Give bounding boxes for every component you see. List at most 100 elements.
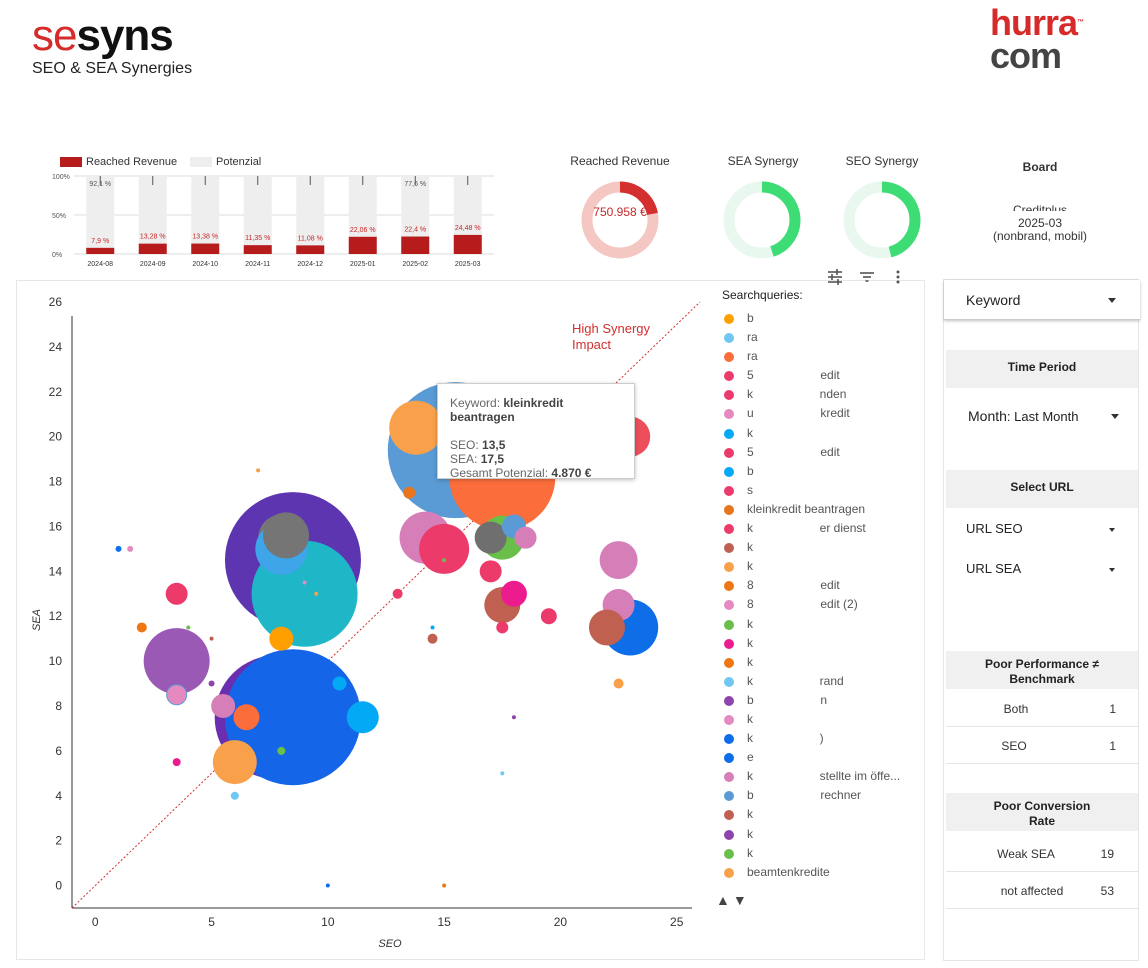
legend-item[interactable]: k [722,845,912,864]
legend-item[interactable]: k [722,826,912,845]
bubble-point[interactable] [474,521,507,554]
bubble-point[interactable] [143,628,210,695]
legend-prev-icon[interactable]: ▲ [716,892,730,908]
bubble-point[interactable] [262,512,309,559]
legend-item[interactable]: k [722,558,912,577]
legend-label: k [747,559,753,574]
bubble-point[interactable] [277,746,286,755]
legend-item[interactable]: k rand [722,673,912,692]
legend-item[interactable]: b [722,310,912,329]
searchqueries-legend: Searchqueries: b ra ra 5 edit k nden u kredit… [722,288,912,888]
bubble-point[interactable] [136,622,147,633]
potential-bar [138,176,167,254]
legend-item[interactable]: k [722,654,912,673]
bubble-point[interactable] [613,678,624,689]
legend-item[interactable]: k nden [722,386,912,405]
bubble-point[interactable] [165,582,188,605]
bubble-point[interactable] [233,704,260,731]
bubble-point[interactable] [514,526,537,549]
legend-label: b n [747,692,828,707]
bubble-point[interactable] [325,883,330,888]
bubble-point[interactable] [172,758,181,767]
legend-item[interactable]: k [722,539,912,558]
legend-dot [724,390,734,401]
bubble-point[interactable] [389,400,444,455]
legend-item[interactable]: ra [722,348,912,367]
legend-item[interactable]: k ) [722,730,912,749]
bubble-point[interactable] [212,740,257,785]
legend-item[interactable]: k stellte im öffe... [722,768,912,787]
reached-data-label: 7,9 % [91,238,109,245]
filter-icon[interactable] [858,268,876,286]
x-tick-label: 2025-03 [455,261,481,268]
legend-item[interactable]: k [722,616,912,635]
legend-dot [724,314,734,324]
bubble-point[interactable] [442,558,447,563]
bubble-point[interactable] [230,791,239,800]
legend-item[interactable]: 5 edit [722,444,912,463]
bubble-point[interactable] [511,715,516,720]
legend-item[interactable]: 5 edit [722,367,912,386]
legend-item[interactable]: u kredit [722,405,912,424]
legend-item[interactable]: b [722,463,912,482]
bubble-point[interactable] [256,468,261,473]
bubble-point[interactable] [540,608,557,625]
bubble-point[interactable] [419,523,470,574]
bubble-point[interactable] [430,625,435,630]
bubble-point[interactable] [332,676,347,691]
bubble-point[interactable] [209,636,214,641]
legend-item[interactable]: k er dienst [722,520,912,539]
bubble-point[interactable] [208,680,215,687]
legend-item[interactable]: k [722,425,912,444]
bubble-point[interactable] [500,771,505,776]
legend-item[interactable]: ra [722,329,912,348]
bubble-point[interactable] [479,560,502,583]
bubble-point[interactable] [588,609,625,646]
bubble-point[interactable] [166,684,188,706]
legend-item[interactable]: s [722,482,912,501]
bubble-point[interactable] [500,580,527,607]
legend-label: s [747,482,753,497]
bubble-point[interactable] [211,694,236,718]
legend-item[interactable]: kleinkredit beantragen [722,501,912,520]
bubble-point[interactable] [392,588,403,599]
legend-item[interactable]: k [722,806,912,825]
bubble-point[interactable] [127,545,134,552]
legend-label: ra [747,349,758,364]
sliders-icon[interactable] [826,268,844,286]
bubble-point[interactable] [346,701,379,734]
bubble-point[interactable] [186,625,191,630]
url-seo-dropdown[interactable]: URL SEO [966,521,1023,536]
legend-item[interactable]: beamtenkredite [722,864,912,883]
legend-item[interactable]: 8 edit [722,577,912,596]
legend-item[interactable]: 8 edit (2) [722,596,912,615]
month-dropdown[interactable]: Month: Last Month [968,408,1078,424]
legend-label: 8 edit (2) [747,597,858,612]
poor-performance-title: Poor Performance ≠ Benchmark [946,651,1138,689]
poor-performance-title-line2: Benchmark [1009,672,1075,686]
bubble-point[interactable] [115,545,122,552]
bubble-point[interactable] [302,580,307,585]
bubble-point[interactable] [496,621,509,634]
seo-synergy-donut [843,181,921,259]
more-vert-icon[interactable] [890,268,908,286]
bubble-point[interactable] [599,541,638,580]
board-month: 2025-03 [1017,216,1063,230]
legend-item[interactable]: e [722,749,912,768]
bubble-point[interactable] [269,626,294,651]
legend-item[interactable]: b n [722,692,912,711]
bubble-point[interactable] [403,486,416,499]
y-tick-label: 22 [49,385,63,399]
bubble-point[interactable] [224,649,361,786]
legend-item[interactable]: k [722,635,912,654]
seo-synergy-title: SEO Synergy [845,154,919,168]
keyword-dropdown[interactable]: Keyword [944,280,1140,320]
legend-next-icon[interactable]: ▼ [732,892,747,908]
legend-item[interactable]: b rechner [722,787,912,806]
legend-item[interactable]: k [722,711,912,730]
bubble-point[interactable] [427,633,438,644]
bubble-point[interactable] [314,591,319,596]
url-sea-dropdown[interactable]: URL SEA [966,561,1022,576]
bubble-point[interactable] [442,883,447,888]
legend-dot [724,466,734,477]
